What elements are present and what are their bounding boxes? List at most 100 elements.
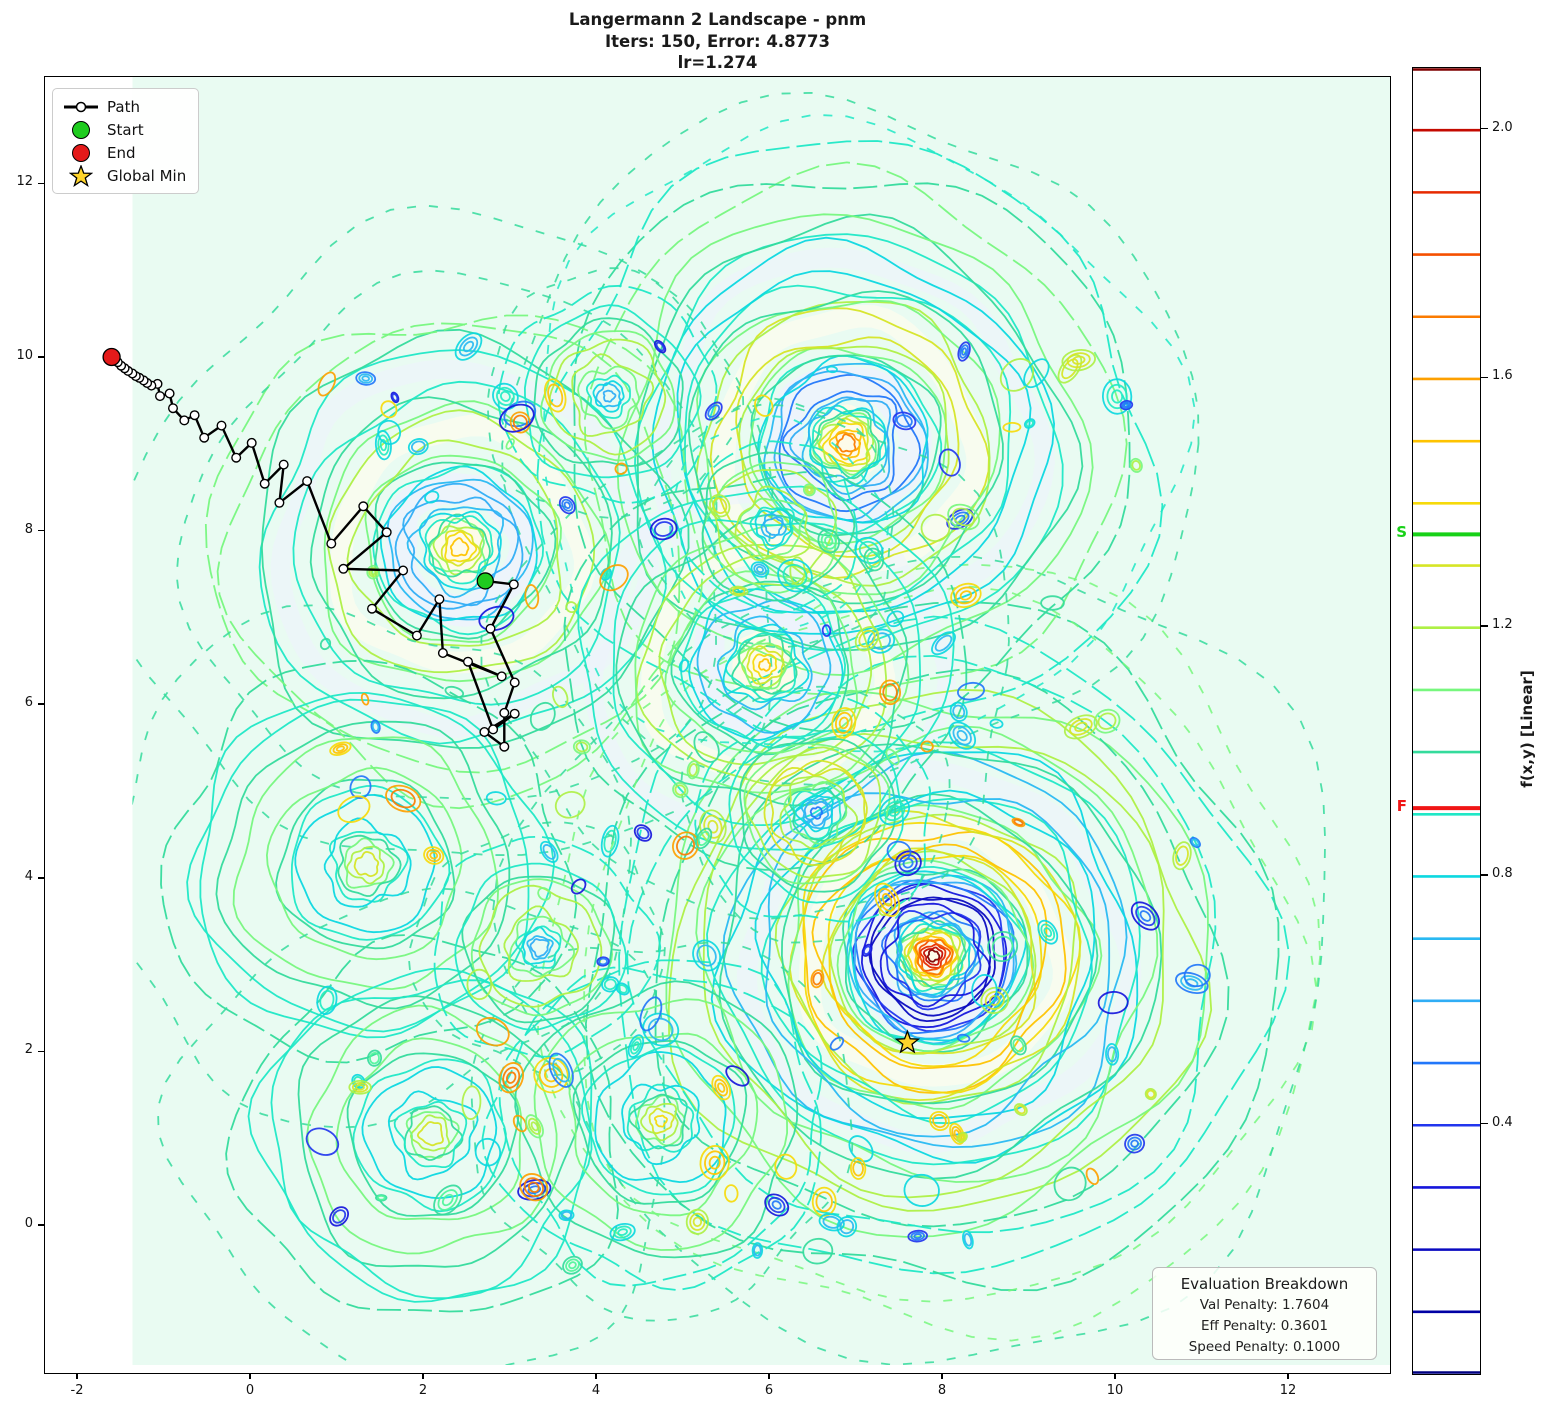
colorbar-tick-label: 0.4 bbox=[1492, 1114, 1513, 1130]
y-axis-tick bbox=[38, 703, 44, 705]
path-point-marker bbox=[358, 501, 369, 512]
speed-penalty: Speed Penalty: 0.1000 bbox=[1188, 1339, 1341, 1355]
path-point-marker bbox=[274, 497, 285, 508]
colorbar-tick bbox=[1480, 625, 1488, 627]
x-axis-tick bbox=[768, 1373, 770, 1379]
path-point-marker bbox=[434, 594, 445, 605]
start-circle-icon bbox=[62, 120, 100, 139]
x-axis-tick-label: 6 bbox=[764, 1383, 774, 1398]
legend-item-global-min: Global Min bbox=[62, 164, 186, 187]
path-point-marker bbox=[179, 415, 190, 426]
legend-item-path: Path bbox=[62, 95, 186, 118]
figure-title: Langermann 2 Landscape - pnm Iters: 150,… bbox=[45, 9, 1390, 74]
val-penalty: Val Penalty: 1.7604 bbox=[1199, 1297, 1330, 1313]
y-axis-tick-label: 10 bbox=[16, 348, 33, 363]
x-axis-tick-label: 10 bbox=[1106, 1383, 1124, 1398]
path-point-marker bbox=[199, 432, 210, 443]
x-axis-tick bbox=[76, 1373, 78, 1379]
y-axis-tick-label: 0 bbox=[24, 1216, 33, 1231]
y-axis-tick-label: 4 bbox=[24, 868, 33, 884]
legend-label-global-min: Global Min bbox=[107, 166, 187, 185]
x-axis-tick-label: 8 bbox=[937, 1383, 947, 1398]
colorbar-tick bbox=[1480, 376, 1488, 379]
path-point-marker bbox=[278, 459, 289, 470]
y-axis-tick bbox=[38, 356, 44, 358]
x-axis-tick-label: 2 bbox=[418, 1383, 428, 1398]
path-point-marker bbox=[246, 437, 257, 448]
path-point-marker bbox=[326, 538, 337, 549]
x-axis-tick bbox=[595, 1373, 597, 1379]
path-point-marker bbox=[164, 388, 175, 399]
colorbar-tick-label: 2.0 bbox=[1492, 119, 1513, 135]
legend-item-end: End bbox=[62, 141, 186, 164]
y-axis-tick-label: 8 bbox=[24, 521, 33, 537]
y-axis-tick bbox=[38, 1224, 44, 1226]
colorbar-tick bbox=[1480, 127, 1488, 130]
path-point-marker bbox=[488, 724, 499, 735]
colorbar-tick-label: 1.6 bbox=[1492, 368, 1513, 384]
x-axis-tick bbox=[941, 1373, 943, 1379]
colorbar-tick-label: 0.8 bbox=[1492, 865, 1513, 881]
path-point-marker bbox=[411, 630, 422, 641]
legend-label-path: Path bbox=[107, 97, 140, 116]
x-axis-tick bbox=[1287, 1373, 1289, 1379]
path-point-marker bbox=[485, 623, 496, 634]
path-point-marker bbox=[167, 403, 178, 414]
colorbar-start-marker-label: S bbox=[1396, 522, 1407, 541]
path-line-icon bbox=[62, 99, 100, 115]
path-point-marker bbox=[509, 708, 520, 719]
x-axis-tick-label: 4 bbox=[591, 1383, 601, 1398]
path-point-marker bbox=[499, 741, 510, 752]
path-point-marker bbox=[398, 565, 409, 576]
legend: Path Start End Global Min bbox=[52, 88, 200, 194]
path-point-marker bbox=[499, 707, 510, 718]
path-point-marker bbox=[189, 410, 200, 421]
evaluation-breakdown-box: Evaluation Breakdown Val Penalty: 1.7604… bbox=[1152, 1267, 1377, 1360]
colorbar-tick-label: 1.2 bbox=[1492, 617, 1513, 633]
path-point-marker bbox=[437, 648, 448, 659]
x-axis-tick bbox=[249, 1373, 251, 1379]
path-point-marker bbox=[259, 478, 270, 489]
x-axis-tick bbox=[422, 1373, 424, 1379]
figure-title-line1: Langermann 2 Landscape - pnm bbox=[568, 10, 867, 29]
path-point-marker bbox=[154, 391, 165, 402]
start-marker bbox=[476, 572, 494, 590]
y-axis-tick bbox=[38, 1050, 44, 1053]
legend-item-start: Start bbox=[62, 118, 186, 141]
x-axis-tick-label: 0 bbox=[245, 1383, 255, 1398]
path-point-marker bbox=[381, 527, 392, 538]
path-point-marker bbox=[463, 656, 474, 667]
evaluation-breakdown-title: Evaluation Breakdown bbox=[1180, 1275, 1349, 1293]
star-icon bbox=[62, 164, 100, 187]
figure-title-line2: Iters: 150, Error: 4.8773 bbox=[604, 31, 830, 51]
path-point-marker bbox=[216, 420, 227, 431]
path-point-marker bbox=[367, 603, 378, 614]
colorbar-tick bbox=[1480, 874, 1488, 876]
legend-label-end: End bbox=[107, 143, 136, 162]
path-point-marker bbox=[338, 563, 349, 574]
path-point-marker bbox=[231, 452, 242, 463]
colorbar-canvas bbox=[1412, 67, 1480, 1374]
colorbar-final-marker-label: F bbox=[1396, 796, 1407, 815]
end-marker bbox=[102, 347, 121, 367]
colorbar-tick bbox=[1480, 1122, 1488, 1125]
legend-label-start: Start bbox=[107, 120, 144, 139]
colorbar-axis-label: f(x,y) [Linear] bbox=[1518, 670, 1536, 788]
path-point-marker bbox=[302, 476, 313, 487]
x-axis-tick bbox=[1114, 1373, 1116, 1379]
end-circle-icon bbox=[62, 143, 100, 162]
y-axis-tick-label: 6 bbox=[24, 695, 33, 711]
path-point-marker bbox=[496, 671, 507, 682]
figure-title-line3: lr=1.274 bbox=[677, 53, 758, 72]
eff-penalty: Eff Penalty: 0.3601 bbox=[1200, 1318, 1329, 1334]
x-axis-tick-label: 12 bbox=[1279, 1383, 1297, 1398]
global-min-marker bbox=[894, 1029, 921, 1054]
x-axis-tick-label: -2 bbox=[70, 1383, 84, 1398]
contour-canvas bbox=[45, 77, 1390, 1373]
y-axis-tick-label: 2 bbox=[24, 1042, 33, 1058]
path-point-marker bbox=[479, 727, 490, 738]
path-point-marker bbox=[508, 579, 519, 590]
y-axis-tick-label: 12 bbox=[16, 174, 33, 190]
y-axis-tick bbox=[38, 182, 44, 185]
